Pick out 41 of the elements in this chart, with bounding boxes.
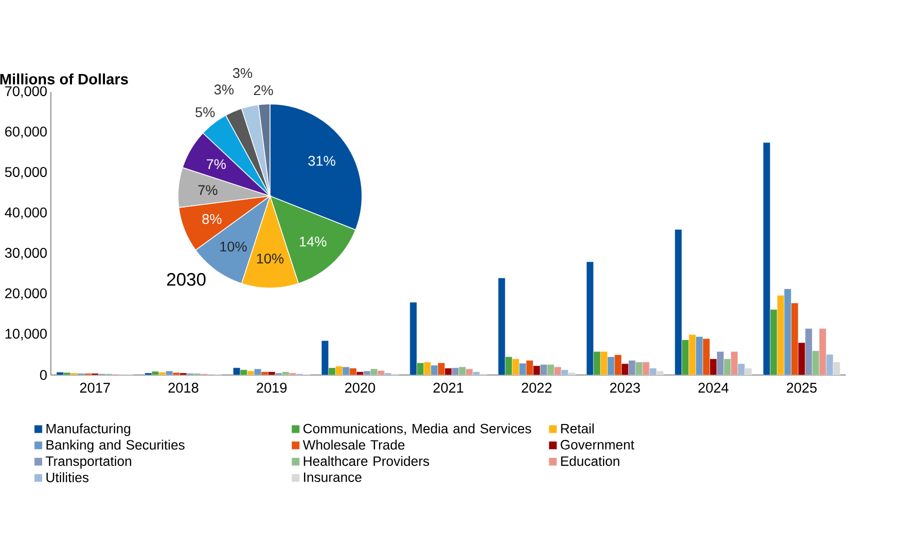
x-tick-label: 2017 <box>80 382 110 393</box>
data-label: 31% <box>308 156 336 166</box>
data-label: 7% <box>198 185 218 195</box>
legend-label: Communications, Media and Services <box>303 423 532 435</box>
legend-label: Banking and Securities <box>46 440 185 452</box>
legend-label: Government <box>560 440 634 450</box>
x-tick-label: 2020 <box>345 382 376 393</box>
data-label: 7% <box>206 159 226 170</box>
legend-label: Retail <box>561 423 594 434</box>
x-tick-label: 2018 <box>168 382 198 393</box>
legend-label: Utilities <box>46 472 88 482</box>
y-tick-label: 20,000 <box>5 288 47 300</box>
legend-label: Transportation <box>46 456 132 469</box>
legend-label: Manufacturing <box>46 423 130 436</box>
x-tick-label: 2021 <box>433 382 464 393</box>
text: 2030 <box>167 273 206 286</box>
data-label: 10% <box>257 254 284 264</box>
data-label: 8% <box>202 214 222 224</box>
y-tick-label: 10,000 <box>6 328 47 340</box>
legend-label: Insurance <box>304 472 362 482</box>
legend-label: Education <box>561 456 620 466</box>
data-label: 3% <box>214 84 234 94</box>
legend-label: Healthcare Providers <box>304 456 430 466</box>
data-label: 3% <box>232 68 252 78</box>
x-tick-label: 2019 <box>256 382 287 393</box>
y-tick-label: 0 <box>40 370 47 380</box>
y-tick-label: 70,000 <box>5 86 47 98</box>
x-tick-label: 2022 <box>522 382 552 393</box>
x-tick-label: 2024 <box>698 382 728 393</box>
data-label: 5% <box>195 107 215 118</box>
data-label: 14% <box>300 236 326 246</box>
legend-label: Wholesale Trade <box>302 440 404 450</box>
y-tick-label: 40,000 <box>4 207 47 220</box>
y-axis-title: Millions of Dollars <box>0 73 128 84</box>
y-tick-label: 60,000 <box>5 126 47 138</box>
x-tick-label: 2023 <box>610 382 640 393</box>
x-tick-label: 2025 <box>786 382 817 393</box>
y-tick-label: 30,000 <box>5 248 47 260</box>
y-tick-label: 50,000 <box>5 167 47 179</box>
data-label: 2% <box>254 85 273 96</box>
data-label: 10% <box>220 242 247 252</box>
